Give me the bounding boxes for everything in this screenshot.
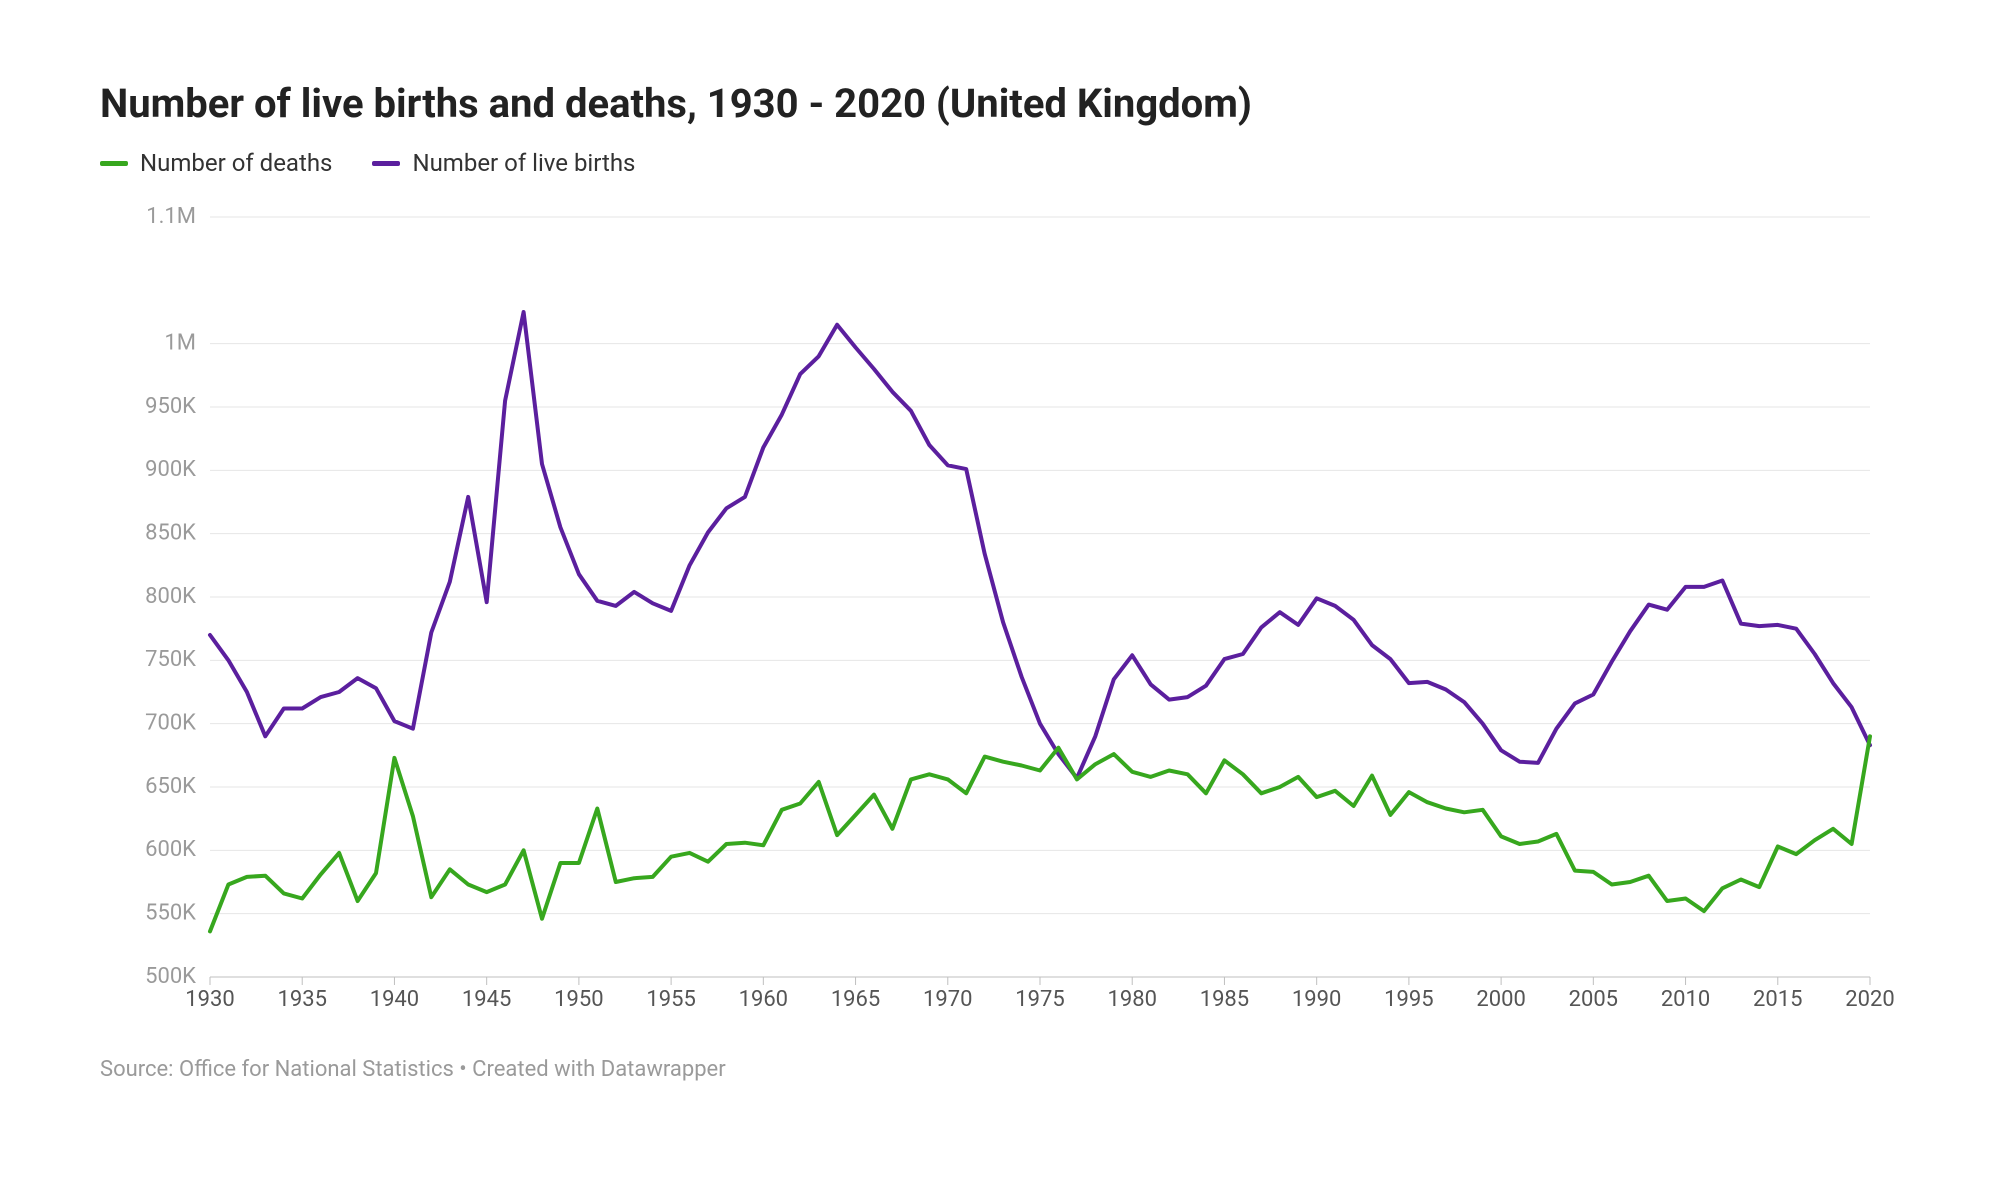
legend-item-deaths: Number of deaths bbox=[100, 149, 332, 177]
y-axis-tick-label: 950K bbox=[145, 394, 196, 419]
chart-container: Number of live births and deaths, 1930 -… bbox=[0, 0, 2000, 1200]
legend-swatch-deaths bbox=[100, 161, 128, 166]
y-axis-tick-label: 750K bbox=[145, 647, 196, 672]
x-axis-tick-label: 2020 bbox=[1845, 987, 1894, 1012]
x-axis-tick-label: 1945 bbox=[462, 987, 511, 1012]
x-axis-tick-label: 1985 bbox=[1200, 987, 1249, 1012]
x-axis-tick-label: 2000 bbox=[1476, 987, 1525, 1012]
y-axis-tick-label: 900K bbox=[145, 457, 196, 482]
y-axis-tick-label: 1M bbox=[164, 330, 196, 355]
series-line bbox=[210, 312, 1870, 778]
x-axis-tick-label: 1980 bbox=[1107, 987, 1156, 1012]
legend-swatch-births bbox=[372, 161, 400, 166]
x-axis-tick-label: 1990 bbox=[1292, 987, 1341, 1012]
legend-item-births: Number of live births bbox=[372, 149, 635, 177]
x-axis-tick-label: 1940 bbox=[370, 987, 419, 1012]
chart-plot-area: 500K 550K 600K 650K 700K 750K 800K 850K 900K 950K… bbox=[100, 207, 1900, 1031]
x-axis-tick-label: 1950 bbox=[554, 987, 603, 1012]
x-axis-tick-label: 2005 bbox=[1569, 987, 1618, 1012]
x-axis-tick-label: 1975 bbox=[1015, 987, 1064, 1012]
y-axis-tick-label: 650K bbox=[145, 774, 196, 799]
line-chart-svg: 500K 550K 600K 650K 700K 750K 800K 850K 900K 950K… bbox=[100, 207, 1900, 1027]
y-axis-tick-label: 1.1M bbox=[146, 207, 196, 229]
y-axis-tick-label: 600K bbox=[145, 837, 196, 862]
x-axis-tick-label: 1930 bbox=[185, 987, 234, 1012]
x-axis-tick-label: 1965 bbox=[831, 987, 880, 1012]
x-axis-tick-label: 1995 bbox=[1384, 987, 1433, 1012]
x-axis-tick-label: 1960 bbox=[739, 987, 788, 1012]
x-axis-tick-label: 1935 bbox=[277, 987, 326, 1012]
x-axis-tick-label: 1970 bbox=[923, 987, 972, 1012]
x-axis-tick-label: 1955 bbox=[646, 987, 695, 1012]
x-axis-tick-label: 2010 bbox=[1661, 987, 1710, 1012]
legend-label-deaths: Number of deaths bbox=[140, 149, 332, 177]
chart-title: Number of live births and deaths, 1930 -… bbox=[100, 80, 1900, 127]
source-attribution: Source: Office for National Statistics •… bbox=[100, 1057, 1900, 1082]
legend: Number of deaths Number of live births bbox=[100, 149, 1900, 177]
y-axis-tick-label: 500K bbox=[145, 964, 196, 989]
y-axis-tick-label: 550K bbox=[145, 900, 196, 925]
y-axis-tick-label: 700K bbox=[145, 710, 196, 735]
legend-label-births: Number of live births bbox=[412, 149, 635, 177]
y-axis-tick-label: 800K bbox=[145, 584, 196, 609]
x-axis-tick-label: 2015 bbox=[1753, 987, 1802, 1012]
series-line bbox=[210, 736, 1870, 931]
y-axis-tick-label: 850K bbox=[145, 520, 196, 545]
